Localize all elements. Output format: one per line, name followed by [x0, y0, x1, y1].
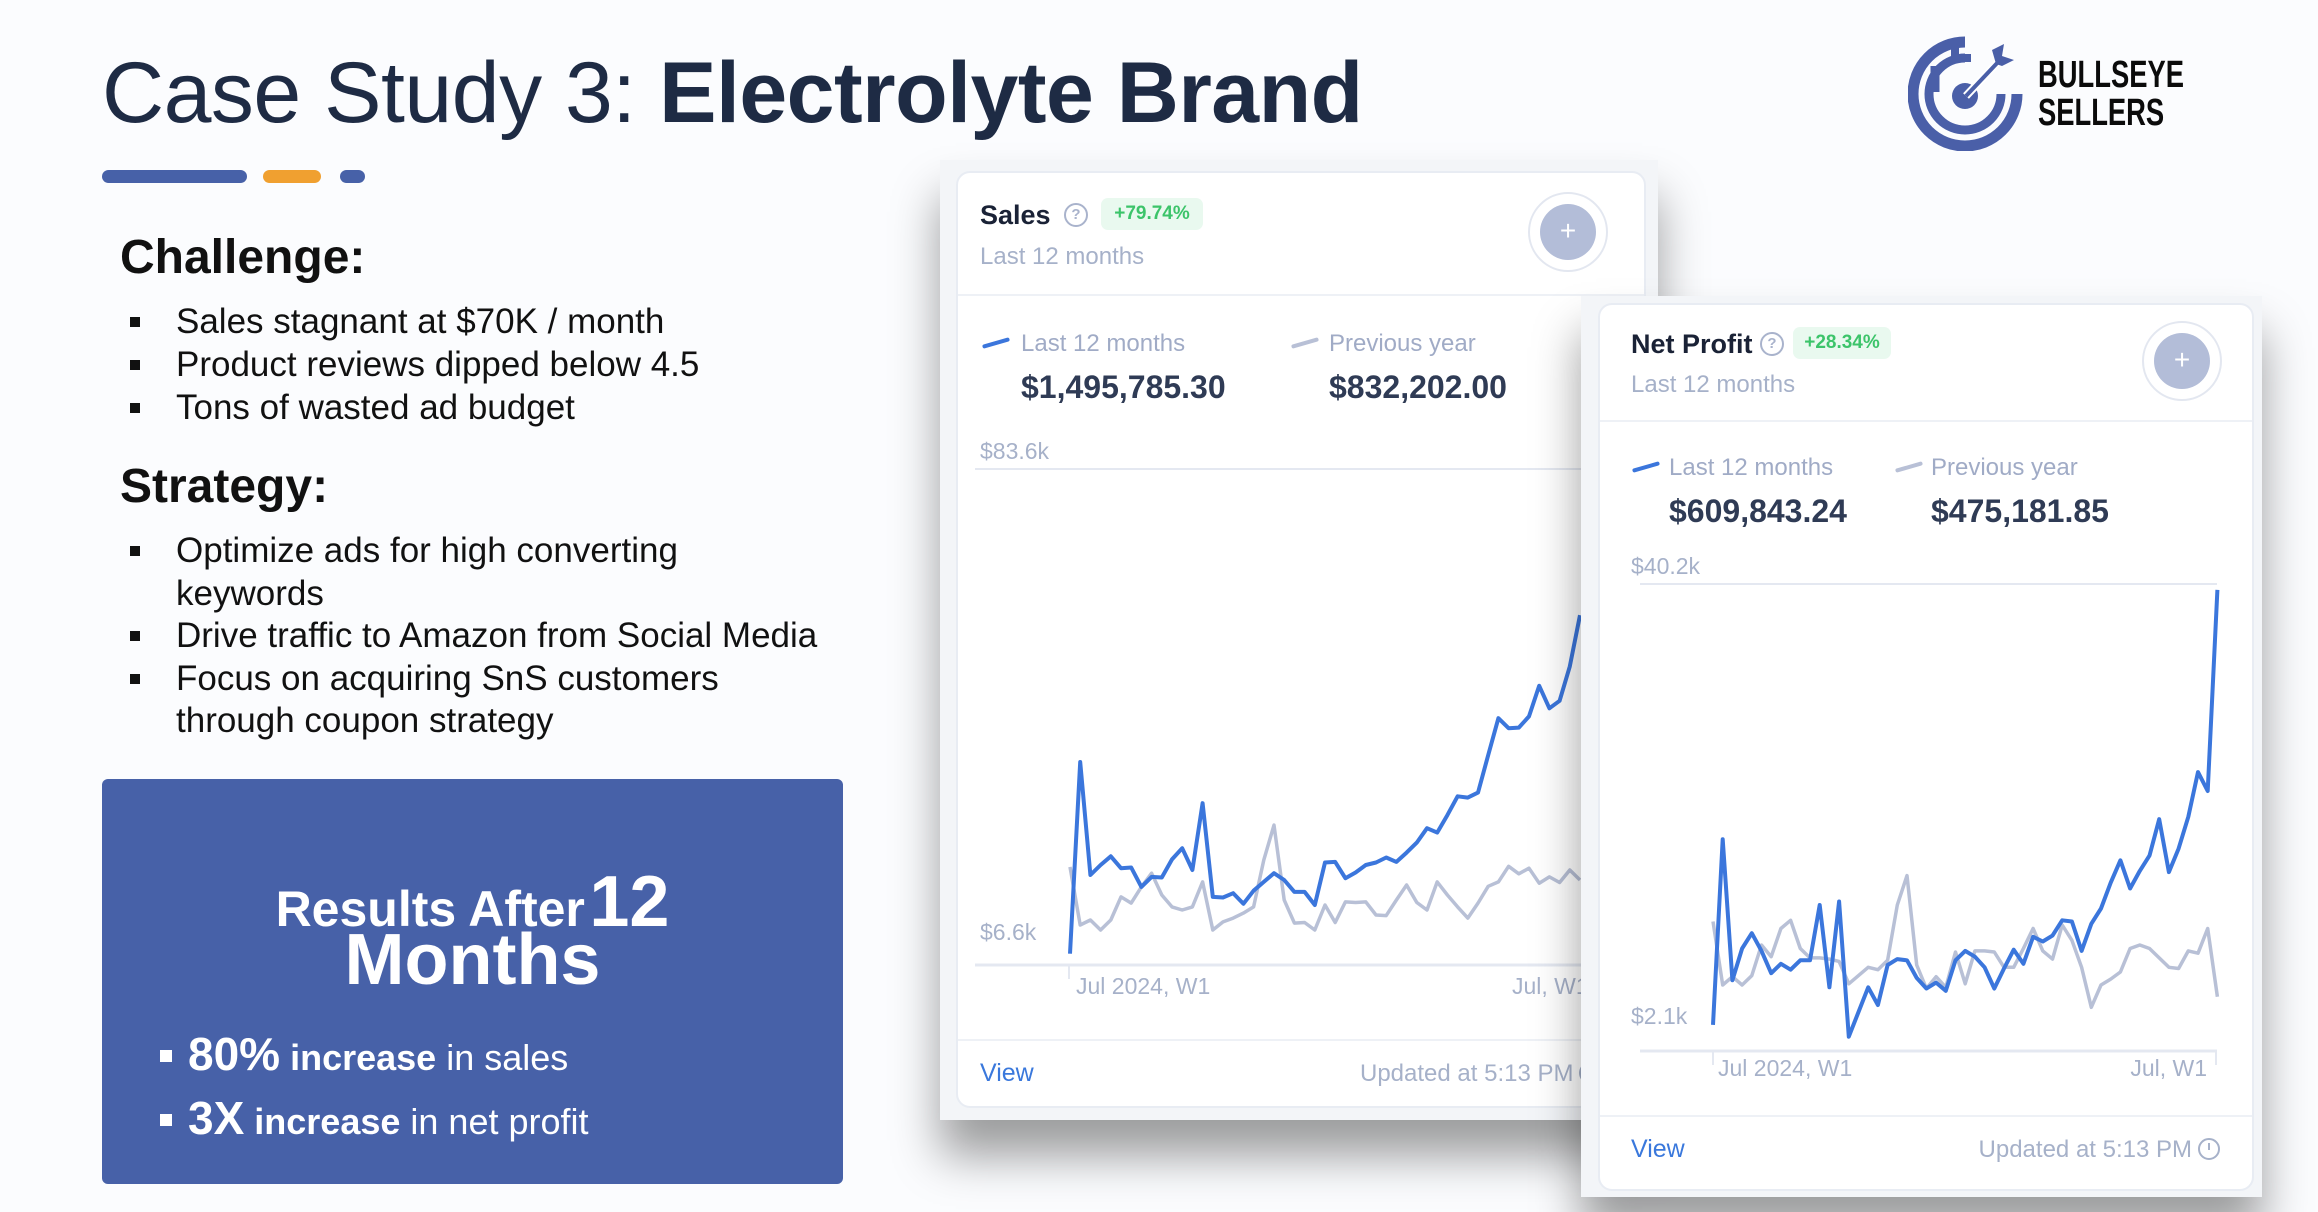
divider — [958, 1039, 1644, 1041]
divider — [1600, 1115, 2252, 1117]
clock-icon — [2198, 1137, 2220, 1160]
updated-status: Updated at 5:13 PM — [1900, 1136, 2220, 1164]
results-title-number: 12 — [589, 862, 670, 942]
bullseye-sellers-logo: BULLSEYE SELLERS — [1908, 36, 2248, 151]
decorative-bar-blue-short — [340, 170, 365, 183]
help-icon[interactable]: ? — [1064, 203, 1088, 227]
card-subtitle: Last 12 months — [1631, 371, 1796, 398]
view-link[interactable]: View — [1631, 1135, 1685, 1163]
result-item: 80% increase in sales — [160, 1027, 568, 1081]
legend-previous-label: Previous year — [1931, 454, 2078, 481]
change-badge: +79.74% — [1101, 198, 1203, 230]
result-bold: increase — [290, 1037, 437, 1078]
sales-card: Sales ? +79.74% Last 12 months + Last 12… — [956, 171, 1646, 1108]
legend-previous-label: Previous year — [1329, 330, 1476, 357]
updated-text: Updated at 5:13 PM — [1360, 1060, 1574, 1087]
y-axis-min-label: $6.6k — [980, 919, 1037, 945]
strategy-item-text: Drive traffic to Amazon from Social Medi… — [176, 616, 818, 655]
x-axis-start-label: Jul 2024, W1 — [1076, 973, 1211, 999]
divider — [1600, 420, 2252, 422]
bullet-icon — [160, 1114, 172, 1127]
bullet-icon — [130, 403, 140, 413]
decorative-bar-blue — [102, 170, 247, 183]
x-axis-end-label: Jul, W1 — [1512, 973, 1589, 999]
plus-icon: + — [2154, 333, 2210, 389]
net-profit-card: Net Profit ? +28.34% Last 12 months + La… — [1598, 303, 2254, 1191]
title-prefix: Case Study 3: — [102, 45, 636, 141]
y-axis-max-label: $83.6k — [980, 438, 1050, 464]
strategy-item-text: keywords — [176, 574, 324, 613]
y-axis-max-label: $40.2k — [1631, 553, 1701, 579]
bullet-icon — [130, 317, 140, 327]
result-highlight: 3X — [188, 1092, 245, 1144]
x-axis-end-label: Jul, W1 — [2130, 1055, 2207, 1081]
x-axis-start-label: Jul 2024, W1 — [1718, 1055, 1853, 1081]
result-text: in sales — [446, 1037, 569, 1078]
current-value: $609,843.24 — [1669, 493, 1847, 529]
legend-current-label: Last 12 months — [1669, 454, 1834, 481]
result-bold: increase — [254, 1101, 401, 1142]
bullet-icon — [130, 546, 140, 556]
result-text: in net profit — [410, 1101, 589, 1142]
logo-text-line2: SELLERS — [2038, 92, 2165, 134]
card-title: Sales — [980, 200, 1051, 230]
strategy-item-text: through coupon strategy — [176, 701, 554, 740]
net-profit-line-chart — [1640, 583, 2220, 1065]
current-value: $1,495,785.30 — [1021, 369, 1226, 405]
challenge-item-text: Sales stagnant at $70K / month — [176, 302, 665, 341]
sales-line-chart — [975, 468, 1644, 979]
series-line-previous-year — [1711, 873, 2220, 1010]
net-profit-card-panel: Net Profit ? +28.34% Last 12 months + La… — [1581, 296, 2262, 1197]
updated-status: Updated at 5:13 PM — [1358, 1060, 1642, 1088]
updated-text: Updated at 5:13 PM — [1978, 1136, 2192, 1163]
bullet-icon — [130, 360, 140, 370]
series-line-previous-year — [1068, 823, 1582, 932]
results-title: Results After 12 — [102, 861, 843, 943]
previous-value: $832,202.00 — [1329, 369, 1507, 405]
series-line-last-12-months — [1068, 614, 1582, 954]
strategy-heading: Strategy: — [120, 460, 329, 513]
bullseye-target-icon — [1908, 36, 2023, 151]
change-badge: +28.34% — [1793, 327, 1891, 359]
add-button[interactable]: + — [2142, 321, 2222, 401]
challenge-heading: Challenge: — [120, 231, 366, 284]
card-subtitle: Last 12 months — [980, 243, 1145, 270]
view-link[interactable]: View — [980, 1059, 1034, 1087]
strategy-item-text: Focus on acquiring SnS customers — [176, 659, 719, 698]
sales-card-panel: Sales ? +79.74% Last 12 months + Last 12… — [940, 160, 1658, 1120]
bullet-icon — [130, 674, 140, 684]
divider — [958, 294, 1644, 296]
result-highlight: 80% — [188, 1028, 281, 1080]
challenge-item-text: Tons of wasted ad budget — [176, 388, 575, 427]
plus-icon: + — [1540, 204, 1596, 260]
previous-value: $475,181.85 — [1931, 493, 2109, 529]
card-title: Net Profit — [1631, 329, 1753, 359]
page-title: Case Study 3: Electrolyte Brand — [102, 44, 1363, 143]
results-title-text: Results After — [275, 881, 585, 937]
bullet-icon — [160, 1050, 172, 1063]
series-line-last-12-months — [1711, 589, 2220, 1039]
decorative-bar-orange — [263, 170, 321, 183]
result-item: 3X increase in net profit — [160, 1091, 589, 1145]
results-title-months: Months — [344, 920, 601, 1000]
challenge-item-text: Product reviews dipped below 4.5 — [176, 345, 700, 384]
y-axis-min-label: $2.1k — [1631, 1003, 1688, 1029]
bullet-icon — [130, 631, 140, 641]
add-button[interactable]: + — [1528, 192, 1608, 272]
help-icon[interactable]: ? — [1760, 332, 1784, 356]
results-box: Results After 12 Months 80% increase in … — [102, 779, 843, 1184]
logo-text-line1: BULLSEYE — [2038, 54, 2184, 96]
strategy-item-text: Optimize ads for high converting — [176, 531, 678, 570]
title-brand: Electrolyte Brand — [659, 45, 1363, 141]
legend-current-label: Last 12 months — [1021, 330, 1186, 357]
